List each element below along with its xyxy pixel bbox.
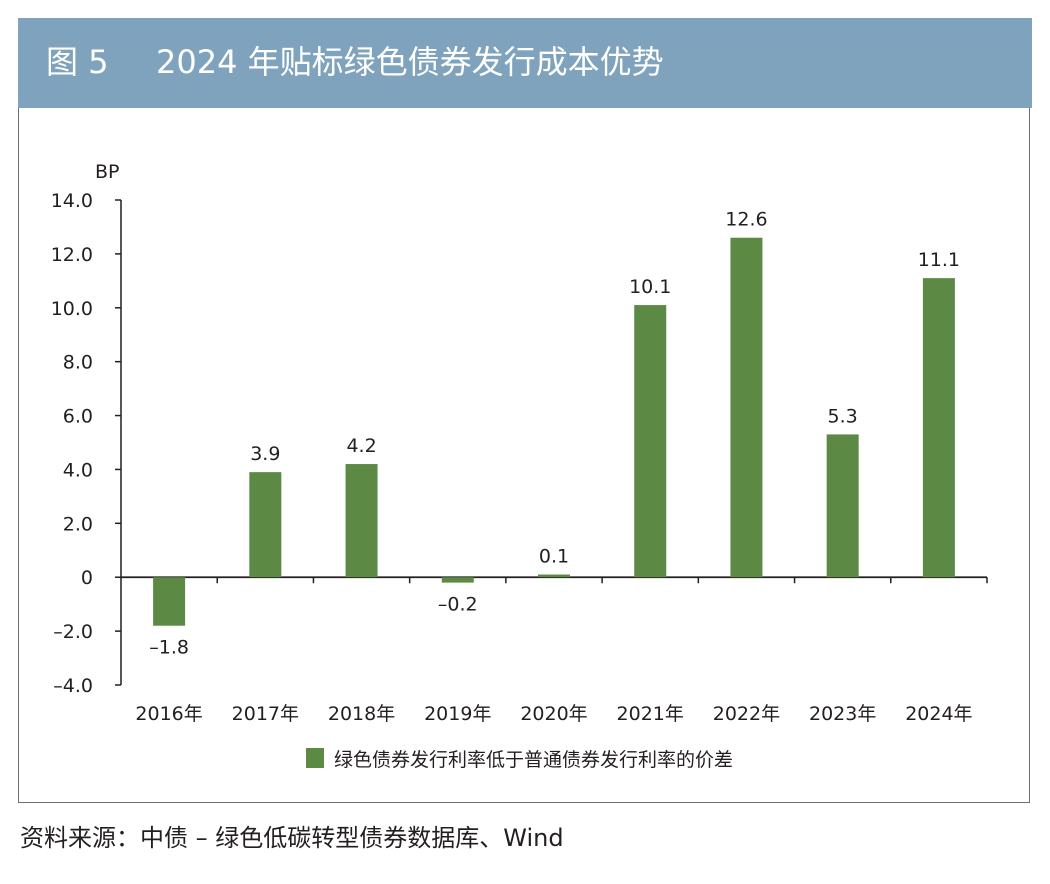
- x-tick-label: 2020年: [520, 703, 587, 725]
- data-labels: –1.8 3.9 4.2 –0.2 0.1 10.1 12.6 5.3 11.1: [149, 209, 960, 659]
- y-tick-label: 4.0: [63, 459, 93, 481]
- bar-2022年: [730, 237, 763, 578]
- legend: 绿色债券发行利率低于普通债券发行利率的价差: [306, 748, 733, 771]
- data-label: –1.8: [149, 637, 189, 659]
- bar-2017年: [249, 472, 282, 578]
- x-tick-label: 2018年: [328, 703, 395, 725]
- bar-2018年: [345, 464, 378, 578]
- bar-2024年: [922, 278, 955, 578]
- x-tick-label: 2019年: [424, 703, 491, 725]
- x-tick-label: 2017年: [232, 703, 299, 725]
- bars: [153, 237, 955, 626]
- data-label: 11.1: [918, 249, 960, 271]
- y-tick-label: –2.0: [53, 621, 93, 643]
- data-label: –0.2: [438, 594, 478, 616]
- x-tick-label: 2022年: [713, 703, 780, 725]
- y-tick-label: 8.0: [63, 352, 93, 374]
- data-label: 10.1: [629, 276, 671, 298]
- y-axis-label: BP: [95, 161, 120, 183]
- figure-header: 图 5 2024 年贴标绿色债券发行成本优势: [18, 18, 1032, 108]
- data-label: 0.1: [539, 546, 569, 568]
- figure-title: 2024 年贴标绿色债券发行成本优势: [156, 43, 664, 81]
- figure-number: 图 5: [46, 43, 109, 81]
- x-tick-label: 2016年: [135, 703, 202, 725]
- chart-frame: [18, 108, 1030, 803]
- y-tick-label: 14.0: [51, 190, 93, 212]
- y-tick-label: 10.0: [51, 298, 93, 320]
- bar-2020年: [538, 574, 570, 578]
- bar-2019年: [441, 577, 474, 583]
- source-note: 资料来源：中债 – 绿色低碳转型债券数据库、Wind: [20, 824, 564, 852]
- x-tick-label: 2024年: [905, 703, 972, 725]
- data-label: 3.9: [250, 443, 280, 465]
- y-tick-label: 0: [81, 567, 93, 589]
- legend-swatch: [306, 748, 324, 768]
- y-tick-label: –4.0: [53, 675, 93, 697]
- legend-label: 绿色债券发行利率低于普通债券发行利率的价差: [334, 749, 733, 771]
- x-tick-label: 2023年: [809, 703, 876, 725]
- data-label: 5.3: [828, 405, 858, 427]
- bar-2016年: [153, 577, 186, 626]
- bar-2021年: [634, 305, 667, 578]
- y-tick-label: 6.0: [63, 406, 93, 428]
- data-label: 4.2: [346, 435, 376, 457]
- y-tick-label: 2.0: [63, 513, 93, 535]
- data-label: 12.6: [725, 209, 767, 231]
- y-tick-label: 12.0: [51, 244, 93, 266]
- x-tick-label: 2021年: [617, 703, 684, 725]
- bar-2023年: [826, 434, 859, 578]
